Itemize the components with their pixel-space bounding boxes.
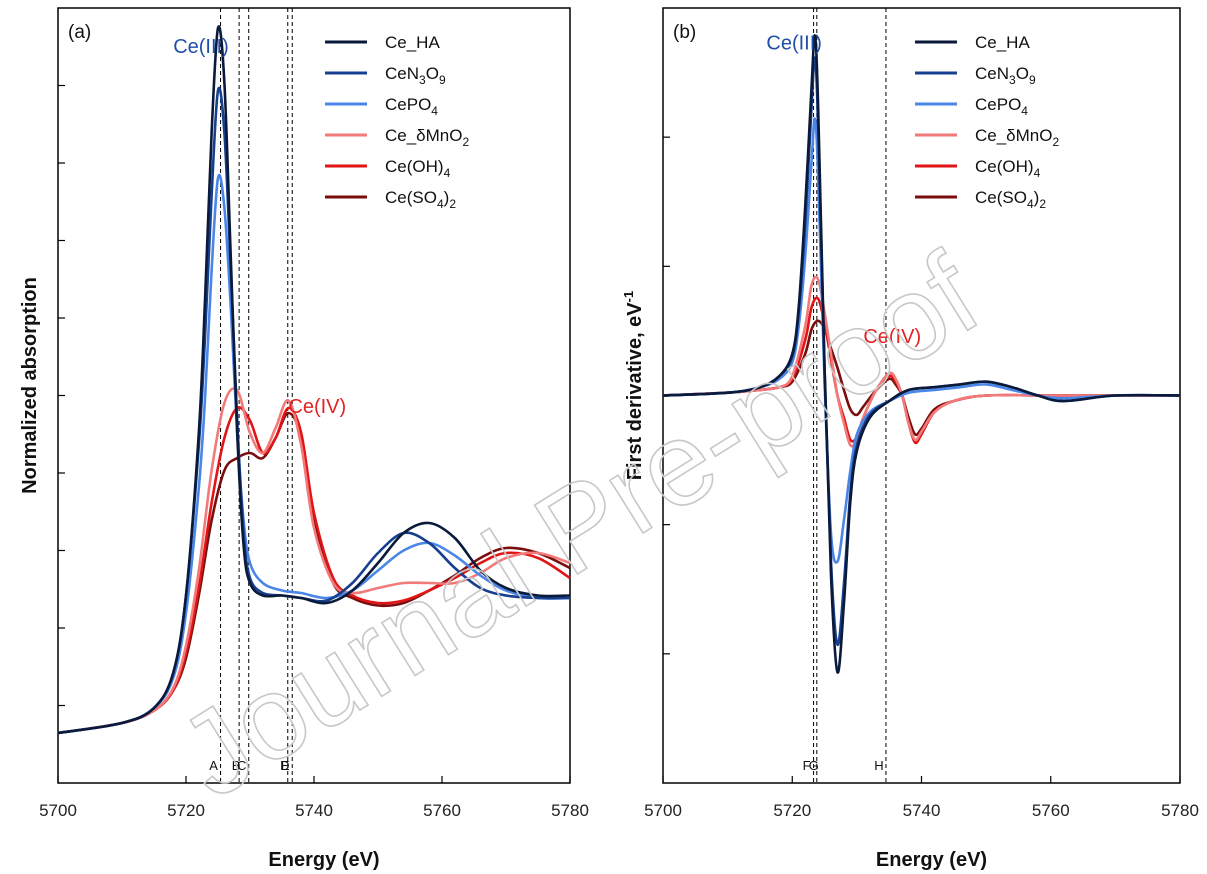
annotation-label: Ce(IV) (288, 396, 346, 418)
series-line-Ce(OH)4 (57, 406, 571, 735)
panel-a: 5700 5720 5740 5760 5780 Energy (eV) Normalize… (19, 7, 589, 871)
legend-label-CeN3O9: CeN3O9 (385, 64, 446, 87)
legend-label-Ce_HA: Ce_HA (385, 33, 440, 52)
x-tick-label: 5760 (423, 801, 461, 820)
legend-label-CeN3O9: CeN3O9 (975, 64, 1036, 87)
panel-b: 5700 5720 5740 5760 5780 Energy (eV) First der… (621, 7, 1199, 871)
marker-label-D: D (280, 758, 289, 773)
marker-label-E: E (281, 758, 290, 773)
legend-label-Ce(OH)4: Ce(OH)4 (975, 157, 1041, 180)
marker-label-B: B (232, 758, 241, 773)
annotation-label: Ce(IV) (863, 326, 921, 348)
y-axis-title: First derivative, eV-1 (621, 291, 646, 480)
x-axis-title: Energy (eV) (268, 849, 379, 871)
marker-label-C: C (237, 758, 246, 773)
series-line-Ce_HA (57, 25, 571, 735)
series-line-Ce_dMnO2 (57, 387, 571, 735)
panel-label: (a) (68, 22, 91, 43)
x-tick-label: 5780 (1161, 801, 1199, 820)
panel-label: (b) (673, 22, 696, 43)
marker-label-H: H (874, 758, 883, 773)
marker-label-G: G (809, 758, 819, 773)
x-tick-label: 5700 (644, 801, 682, 820)
legend-label-Ce_dMnO2: Ce_δMnO2 (385, 126, 470, 149)
annotation-label: Ce(III) (766, 33, 822, 55)
series-line-CePO4 (662, 117, 1181, 564)
series-line-Ce_HA (662, 34, 1181, 674)
x-tick-label: 5700 (39, 801, 77, 820)
legend-label-CePO4: CePO4 (975, 95, 1028, 118)
annotation-label: Ce(III) (173, 36, 229, 58)
legend-label-Ce_HA: Ce_HA (975, 33, 1030, 52)
x-tick-label: 5720 (773, 801, 811, 820)
x-tick-label: 5740 (903, 801, 941, 820)
legend-label-Ce_dMnO2: Ce_δMnO2 (975, 126, 1060, 149)
y-axis-title: Normalized absorption (19, 277, 41, 494)
marker-label-F: F (803, 758, 811, 773)
watermark-text: Journal Pre-proof (157, 228, 1000, 823)
legend-label-Ce(SO4)2: Ce(SO4)2 (385, 188, 456, 211)
series-line-Ce(SO4)2 (662, 319, 1180, 437)
x-tick-label: 5740 (295, 801, 333, 820)
legend-label-CePO4: CePO4 (385, 95, 438, 118)
marker-label-A: A (209, 758, 218, 773)
legend-label-Ce(OH)4: Ce(OH)4 (385, 157, 451, 180)
x-axis-title: Energy (eV) (876, 849, 987, 871)
legend-label-Ce(SO4)2: Ce(SO4)2 (975, 188, 1046, 211)
x-tick-label: 5760 (1032, 801, 1070, 820)
x-tick-label: 5720 (167, 801, 205, 820)
x-tick-label: 5780 (551, 801, 589, 820)
